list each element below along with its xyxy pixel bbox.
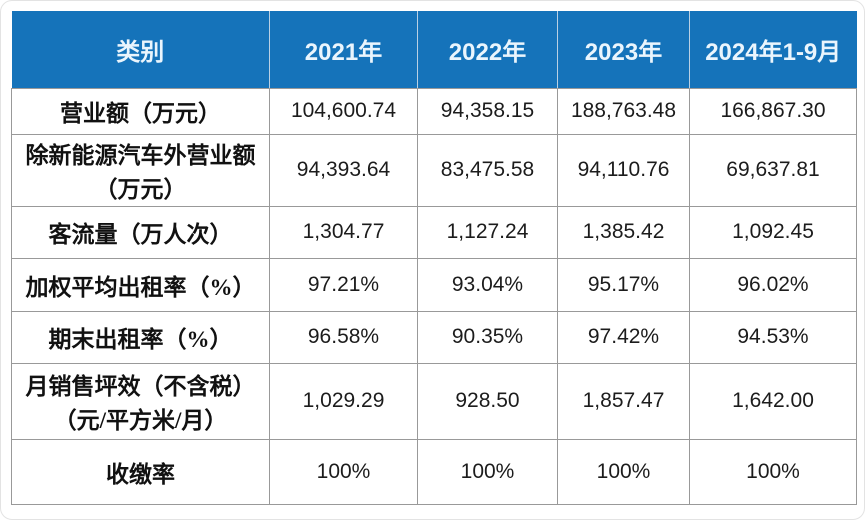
cell-value: 97.42%: [557, 310, 690, 364]
cell-value: 100%: [557, 438, 690, 505]
cell-value: 97.21%: [269, 257, 418, 312]
row-label: 加权平均出租率（%）: [11, 257, 270, 312]
cell-value: 1,857.47: [557, 362, 690, 440]
cell-value: 100%: [689, 438, 857, 505]
cell-value: 928.50: [417, 362, 558, 440]
table-row-weighted-occupancy: 加权平均出租率（%） 97.21% 93.04% 95.17% 96.02%: [11, 257, 857, 312]
row-label-line1: 月销售坪效（不含税）: [25, 374, 256, 399]
financial-metrics-table: 类别 2021年 2022年 2023年 2024年1-9月 营业额（万元） 1…: [11, 11, 857, 505]
cell-value: 93.04%: [417, 257, 558, 312]
cell-value: 1,385.42: [557, 205, 690, 259]
header-year-2021: 2021年: [269, 11, 418, 89]
row-label: 月销售坪效（不含税） （元/平方米/月）: [11, 362, 270, 440]
cell-value: 1,304.77: [269, 205, 418, 259]
cell-value: 96.58%: [269, 310, 418, 364]
header-year-2022: 2022年: [417, 11, 558, 89]
cell-value: 1,029.29: [269, 362, 418, 440]
cell-value: 69,637.81: [689, 133, 857, 207]
table-row-monthly-sales-efficiency: 月销售坪效（不含税） （元/平方米/月） 1,029.29 928.50 1,8…: [11, 362, 857, 440]
row-label: 营业额（万元）: [11, 87, 270, 135]
row-label-line2: （万元）: [94, 177, 187, 202]
cell-value: 94,358.15: [417, 87, 558, 135]
header-row: 类别 2021年 2022年 2023年 2024年1-9月: [11, 11, 857, 89]
row-label-line2: （元/平方米/月）: [53, 408, 228, 433]
cell-value: 96.02%: [689, 257, 857, 312]
cell-value: 1,127.24: [417, 205, 558, 259]
cell-value: 83,475.58: [417, 133, 558, 207]
row-label: 收缴率: [11, 438, 270, 505]
header-year-2023: 2023年: [557, 11, 690, 89]
cell-value: 188,763.48: [557, 87, 690, 135]
cell-value: 1,092.45: [689, 205, 857, 259]
cell-value: 100%: [269, 438, 418, 505]
cell-value: 94,393.64: [269, 133, 418, 207]
table-row-period-end-occupancy: 期末出租率（%） 96.58% 90.35% 97.42% 94.53%: [11, 310, 857, 364]
cell-value: 1,642.00: [689, 362, 857, 440]
cell-value: 90.35%: [417, 310, 558, 364]
row-label-line1: 除新能源汽车外营业额: [25, 143, 256, 168]
table-row-revenue: 营业额（万元） 104,600.74 94,358.15 188,763.48 …: [11, 87, 857, 135]
cell-value: 104,600.74: [269, 87, 418, 135]
cell-value: 100%: [417, 438, 558, 505]
row-label: 客流量（万人次）: [11, 205, 270, 259]
header-year-2024: 2024年1-9月: [689, 11, 857, 89]
header-category: 类别: [11, 11, 270, 89]
table-row-foot-traffic: 客流量（万人次） 1,304.77 1,127.24 1,385.42 1,09…: [11, 205, 857, 259]
cell-value: 166,867.30: [689, 87, 857, 135]
cell-value: 95.17%: [557, 257, 690, 312]
table-row-revenue-ex-nev: 除新能源汽车外营业额 （万元） 94,393.64 83,475.58 94,1…: [11, 133, 857, 207]
row-label: 期末出租率（%）: [11, 310, 270, 364]
cell-value: 94.53%: [689, 310, 857, 364]
row-label: 除新能源汽车外营业额 （万元）: [11, 133, 270, 207]
table-row-collection-rate: 收缴率 100% 100% 100% 100%: [11, 438, 857, 505]
cell-value: 94,110.76: [557, 133, 690, 207]
